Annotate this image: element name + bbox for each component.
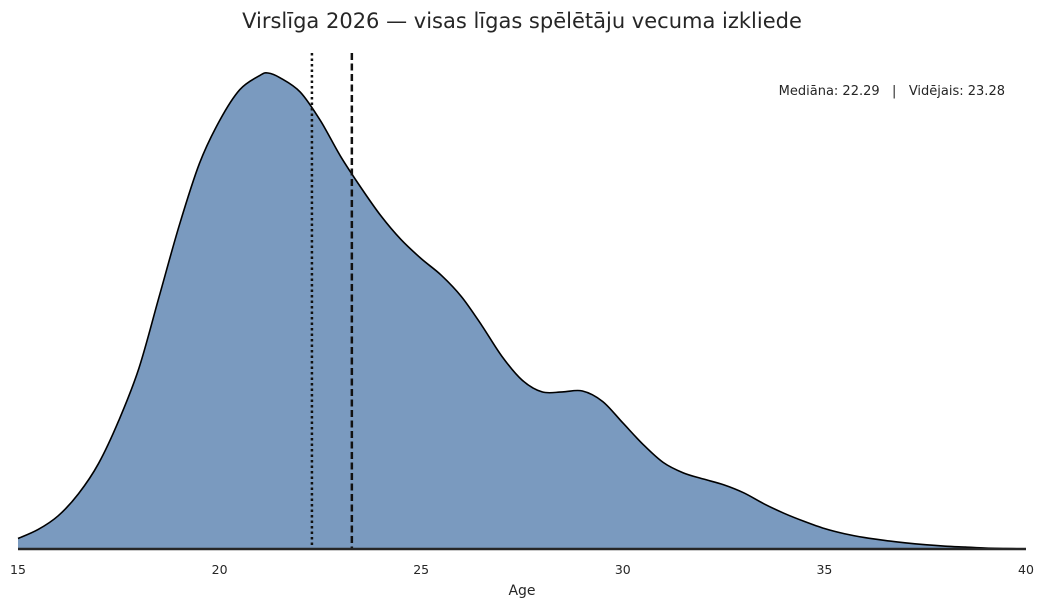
x-tick-label: 40 [1018, 562, 1034, 577]
reference-lines [310, 53, 354, 549]
density-area [18, 72, 1026, 549]
density-line [17, 72, 1027, 550]
x-tick-label: 35 [816, 562, 832, 577]
x-tick-label: 20 [212, 562, 228, 577]
chart-title: Virslīga 2026 — visas līgas spēlētāju ve… [242, 9, 802, 33]
plot-area [17, 72, 1027, 550]
x-axis-ticks: 15 20 25 30 35 40 [10, 562, 1034, 577]
x-tick-label: 25 [413, 562, 429, 577]
x-axis-label: Age [508, 583, 535, 599]
stats-annotation: Mediāna: 22.29 | Vidējais: 23.28 [779, 84, 1005, 99]
x-tick-label: 30 [615, 562, 631, 577]
x-tick-label: 15 [10, 562, 26, 577]
